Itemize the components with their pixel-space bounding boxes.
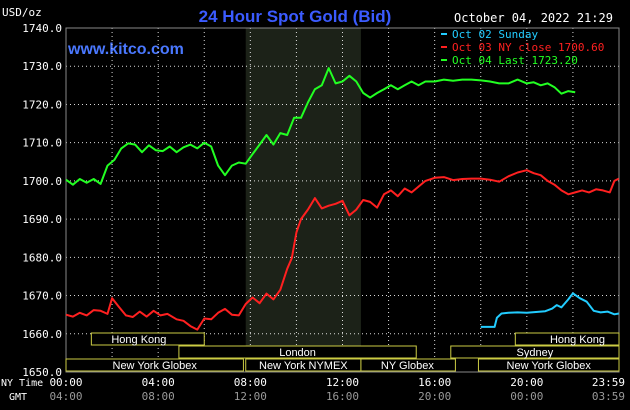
x-tick-label-gmt: 20:00 <box>418 390 451 403</box>
x-tick-label-gmt: 03:59 <box>592 390 625 403</box>
session-bar-label: Hong Kong <box>550 334 605 346</box>
x-tick-label-gmt: 08:00 <box>142 390 175 403</box>
series-line-2 <box>65 169 620 331</box>
session-bar <box>450 345 620 359</box>
session-bar <box>477 358 620 372</box>
y-tick-label: 1690.0 <box>22 213 62 226</box>
legend-item-oct03: Oct 03 NY close 1700.60 <box>452 41 604 54</box>
session-bar-label: Sydney <box>517 347 554 359</box>
unit-label: USD/oz <box>2 6 42 19</box>
timestamp: October 04, 2022 21:29 <box>454 11 613 25</box>
x-tick-label-nytime: 23:59 <box>592 376 625 389</box>
y-tick-label: 1650.0 <box>22 366 62 379</box>
x-axis-row-label-gmt: GMT <box>9 392 27 403</box>
x-tick-label-gmt: 16:00 <box>326 390 359 403</box>
x-tick-label-gmt: 00:00 <box>510 390 543 403</box>
session-bar-label: London <box>279 347 316 359</box>
session-bar-label: New York Globex <box>507 360 592 372</box>
x-tick-label-nytime: 04:00 <box>142 376 175 389</box>
nymex-session-band <box>245 28 361 372</box>
session-bar-label: New York Globex <box>113 360 198 372</box>
series-line-1 <box>480 292 619 328</box>
x-tick-label-gmt: 12:00 <box>234 390 267 403</box>
series-line-3 <box>65 67 576 186</box>
chart-title: 24 Hour Spot Gold (Bid) <box>199 7 392 26</box>
x-tick-label-nytime: 16:00 <box>418 376 451 389</box>
legend-item-oct04: Oct 04 Last 1723.20 <box>452 54 578 67</box>
session-bars: Hong Kong London New York Globex New York N… <box>65 332 620 372</box>
y-tick-label: 1670.0 <box>22 290 62 303</box>
session-bar-label: New York NYMEX <box>259 360 348 372</box>
site-label: www.kitco.com <box>67 41 184 58</box>
y-tick-label: 1720.0 <box>22 98 62 111</box>
y-tick-label: 1700.0 <box>22 175 62 188</box>
y-tick-label: 1740.0 <box>22 22 62 35</box>
x-axis-row-label-nytime: NY Time <box>1 378 43 389</box>
y-axis: 1650.0 1660.0 1670.0 1680.0 1690.0 1700.0 1710… <box>22 22 62 379</box>
x-tick-label-gmt: 04:00 <box>49 390 82 403</box>
series-lines <box>65 67 620 331</box>
x-tick-label-nytime: 08:00 <box>234 376 267 389</box>
x-tick-label-nytime: 12:00 <box>326 376 359 389</box>
legend-item-oct02: Oct 02 Sunday <box>452 28 538 41</box>
session-bar <box>360 358 456 372</box>
session-bar <box>65 358 244 372</box>
x-tick-label-nytime: 20:00 <box>510 376 543 389</box>
y-tick-label: 1660.0 <box>22 328 62 341</box>
session-bar <box>90 332 205 346</box>
session-highlight <box>245 28 361 372</box>
y-tick-label: 1710.0 <box>22 137 62 150</box>
plot-frame <box>65 27 620 373</box>
session-bar <box>514 332 620 346</box>
session-bar-label: NY Globex <box>381 360 434 372</box>
y-tick-label: 1730.0 <box>22 60 62 73</box>
x-tick-label-nytime: 00:00 <box>49 376 82 389</box>
session-bar <box>178 345 417 359</box>
y-tick-label: 1680.0 <box>22 251 62 264</box>
session-bar-label: Hong Kong <box>111 334 166 346</box>
legend: Oct 02 Sunday Oct 03 NY close 1700.60 Oc… <box>441 28 604 67</box>
